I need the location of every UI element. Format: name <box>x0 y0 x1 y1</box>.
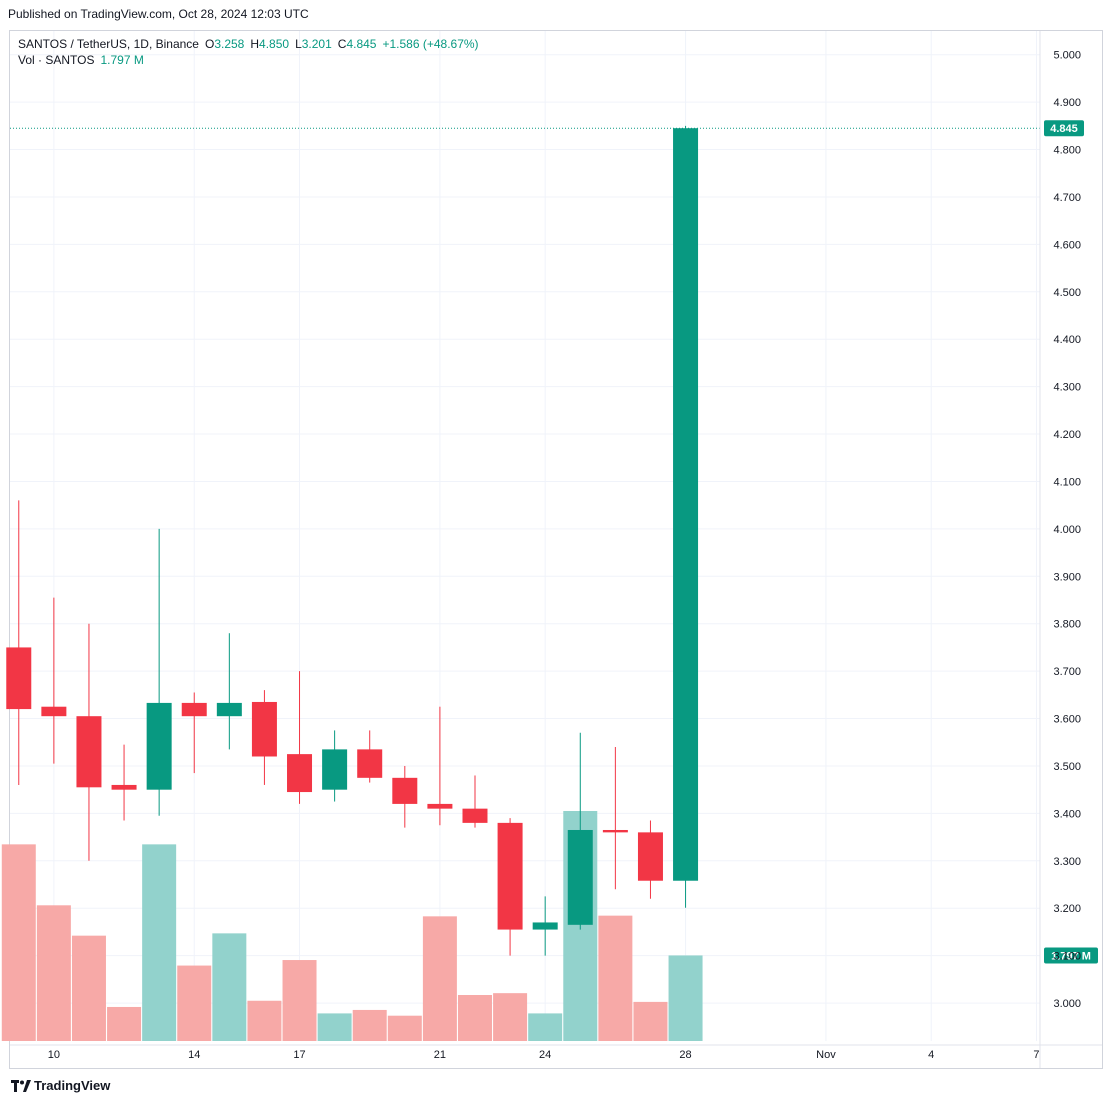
volume-bar <box>528 1013 563 1041</box>
y-tick-label: 4.700 <box>1053 192 1081 204</box>
low-label: L <box>295 37 302 51</box>
change-value: +1.586 (+48.67%) <box>382 37 479 51</box>
y-tick-label: 3.300 <box>1053 856 1081 868</box>
tradingview-logo-icon <box>11 1079 31 1092</box>
y-tick-label: 3.000 <box>1053 998 1081 1010</box>
y-tick-label: 4.600 <box>1053 239 1081 251</box>
volume-bar <box>668 955 703 1041</box>
volume-value: 1.797 M <box>100 53 144 67</box>
tradingview-brand[interactable]: TradingView <box>11 1078 110 1093</box>
volume-bar <box>633 1001 668 1041</box>
last-volume-label: 1.797 M <box>1051 950 1091 962</box>
y-tick-label: 4.300 <box>1053 382 1081 394</box>
candle-body <box>111 784 137 790</box>
x-tick-label: 10 <box>48 1049 60 1061</box>
y-tick-label: 5.000 <box>1053 50 1081 62</box>
y-tick-label: 3.800 <box>1053 619 1081 631</box>
volume-bar <box>36 905 71 1041</box>
y-tick-label: 4.500 <box>1053 287 1081 299</box>
candle-body <box>567 829 593 925</box>
candle-body <box>146 702 172 790</box>
grid-lines <box>10 31 1040 1041</box>
low-value: 3.201 <box>301 37 332 51</box>
candle-body <box>181 702 207 717</box>
y-tick-label: 3.400 <box>1053 808 1081 820</box>
y-tick-label: 3.500 <box>1053 761 1081 773</box>
chart-frame <box>9 30 1103 1069</box>
volume-bar <box>177 965 212 1041</box>
x-tick-label: Nov <box>816 1049 836 1061</box>
candle-body <box>673 128 699 881</box>
y-tick-label: 4.100 <box>1053 476 1081 488</box>
close-label: C <box>337 37 347 51</box>
volume-bars <box>1 811 703 1041</box>
y-tick-label: 3.100 <box>1053 951 1081 963</box>
volume-bar <box>598 915 633 1041</box>
y-tick-label: 3.900 <box>1053 571 1081 583</box>
x-tick-label: 4 <box>928 1049 934 1061</box>
candle-body <box>251 701 277 757</box>
volume-bar <box>282 960 317 1041</box>
y-tick-label: 3.200 <box>1053 903 1081 915</box>
y-tick-label: 4.800 <box>1053 145 1081 157</box>
volume-bar <box>352 1009 387 1041</box>
last-price-label: 4.845 <box>1050 123 1078 135</box>
x-tick-label: 21 <box>434 1049 446 1061</box>
y-tick-label: 3.600 <box>1053 714 1081 726</box>
candle-body <box>357 749 383 778</box>
volume-bar <box>212 933 247 1041</box>
x-tick-label: 14 <box>188 1049 200 1061</box>
open-label: O <box>204 37 215 51</box>
x-tick-label: 28 <box>679 1049 691 1061</box>
close-value: 4.845 <box>346 37 377 51</box>
volume-bar <box>422 916 457 1041</box>
volume-bar <box>387 1015 422 1041</box>
published-caption: Published on TradingView.com, Oct 28, 20… <box>8 7 309 21</box>
last-price-tag <box>1044 120 1084 137</box>
candle-body <box>637 832 663 881</box>
candle-body <box>322 749 348 790</box>
brand-name: TradingView <box>34 1078 111 1093</box>
candle-body <box>41 706 67 717</box>
y-tick-label: 4.200 <box>1053 429 1081 441</box>
volume-bar <box>247 1000 282 1041</box>
volume-bar <box>107 1006 142 1041</box>
candle-body <box>427 803 453 809</box>
x-tick-label: 24 <box>539 1049 551 1061</box>
high-label: H <box>250 37 260 51</box>
candle-body <box>76 716 102 788</box>
symbol-title[interactable]: SANTOS / TetherUS, 1D, Binance <box>18 37 199 51</box>
volume-bar <box>71 935 106 1041</box>
open-value: 3.258 <box>214 37 245 51</box>
candles <box>6 125 699 956</box>
x-tick-label: 7 <box>1033 1049 1039 1061</box>
candle-body <box>392 777 418 804</box>
axes: 3.000 3.100 3.200 3.300 3.400 3.500 3.600 3.700… <box>10 31 1102 1068</box>
candle-body <box>532 922 558 930</box>
volume-bar <box>317 1013 352 1041</box>
candle-body <box>497 822 523 930</box>
y-tick-label: 3.700 <box>1053 666 1081 678</box>
y-tick-label: 4.000 <box>1053 524 1081 536</box>
y-tick-label: 4.900 <box>1053 97 1081 109</box>
y-tick-label: 4.400 <box>1053 334 1081 346</box>
candle-body <box>216 702 242 717</box>
price-line-layer: 4.845 1.797 M <box>10 120 1098 964</box>
x-tick-label: 17 <box>293 1049 305 1061</box>
volume-bar <box>142 844 177 1041</box>
candle-body <box>287 754 313 793</box>
volume-label[interactable]: Vol · SANTOS <box>18 53 95 67</box>
high-value: 4.850 <box>259 37 290 51</box>
candle-body <box>462 808 488 823</box>
volume-bar <box>457 995 492 1041</box>
last-volume-tag <box>1044 947 1098 964</box>
volume-bar <box>1 844 36 1041</box>
volume-row: Vol · SANTOS 1.797 M <box>18 52 479 68</box>
candle-body <box>602 829 628 833</box>
volume-bar <box>493 993 528 1041</box>
candle-body <box>6 647 32 710</box>
